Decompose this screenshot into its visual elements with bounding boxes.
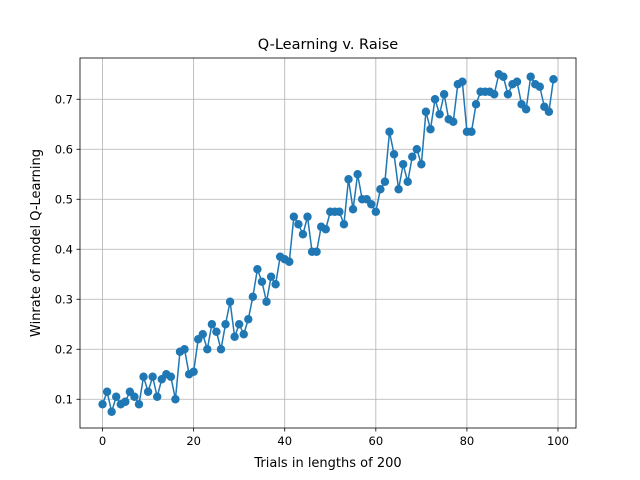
data-point	[230, 332, 239, 341]
data-point	[266, 272, 276, 281]
data-point	[376, 185, 385, 194]
y-tick-label: 0.2	[55, 342, 73, 356]
x-tick-label: 20	[186, 434, 201, 448]
x-tick-label: 80	[460, 434, 475, 448]
data-point	[348, 205, 358, 214]
data-point	[207, 320, 217, 329]
data-point	[112, 392, 121, 401]
data-point	[371, 207, 381, 216]
data-point	[458, 77, 467, 86]
data-point	[408, 152, 417, 161]
data-point	[271, 280, 280, 289]
chart-title: Q-Learning v. Raise	[258, 37, 399, 53]
data-series	[98, 70, 558, 416]
data-point	[335, 207, 344, 216]
data-point	[499, 72, 508, 81]
x-tick-label: 40	[277, 434, 292, 448]
data-point	[367, 200, 376, 209]
data-point	[503, 90, 513, 99]
data-point	[389, 150, 399, 159]
y-tick-label: 0.5	[55, 192, 73, 206]
series-line	[101, 73, 555, 413]
data-point	[353, 170, 362, 179]
data-point	[289, 212, 299, 221]
data-point	[544, 107, 554, 116]
data-point	[221, 320, 230, 329]
data-point	[139, 372, 148, 381]
data-point	[321, 225, 330, 234]
data-point	[212, 327, 221, 336]
data-point	[526, 72, 535, 81]
data-point	[303, 212, 312, 221]
grid-lines	[80, 58, 576, 428]
plot-area-frame	[79, 57, 577, 429]
data-point	[339, 220, 349, 229]
data-point	[471, 100, 481, 109]
y-tick-label: 0.4	[55, 242, 73, 256]
data-point	[467, 127, 476, 136]
data-point	[426, 125, 435, 134]
x-tick-label: 100	[547, 434, 569, 448]
data-point	[512, 77, 522, 86]
data-point	[490, 90, 499, 99]
y-tick-label: 0.6	[55, 142, 73, 156]
data-point	[102, 387, 112, 396]
data-point	[421, 107, 431, 116]
data-point	[285, 257, 294, 266]
data-point	[380, 177, 390, 186]
data-point	[166, 372, 176, 381]
data-point	[403, 177, 412, 186]
data-point	[549, 75, 558, 84]
data-point	[203, 345, 212, 354]
x-tick-label: 60	[369, 434, 384, 448]
data-point	[121, 397, 130, 406]
data-point	[412, 145, 422, 154]
y-tick-label: 0.3	[55, 292, 73, 306]
data-point	[143, 387, 153, 396]
data-point	[385, 127, 394, 136]
data-point	[198, 330, 207, 339]
data-point	[248, 292, 258, 301]
axis-ticks: 0 20 40 60 80 100 0.1 0.2 0.3 0.4 0.5 0.6 0.7	[55, 92, 569, 448]
data-point	[394, 185, 403, 194]
data-point	[298, 230, 308, 239]
data-point	[435, 110, 444, 119]
data-point	[417, 160, 426, 169]
data-point	[171, 395, 180, 404]
data-point	[535, 82, 544, 91]
data-point	[98, 400, 107, 409]
data-point	[344, 175, 353, 184]
x-tick-label: 0	[99, 434, 106, 448]
data-point	[134, 400, 144, 409]
data-point	[257, 277, 267, 286]
data-point	[180, 345, 189, 354]
data-point	[253, 265, 262, 274]
y-tick-label: 0.7	[55, 92, 73, 106]
data-point	[225, 297, 235, 306]
x-axis-label: Trials in lengths of 200	[253, 456, 401, 471]
data-point	[521, 105, 531, 114]
data-point	[130, 392, 139, 401]
data-point	[148, 372, 157, 381]
data-point	[430, 95, 440, 104]
data-point	[449, 117, 458, 126]
data-point	[153, 392, 162, 401]
data-point	[216, 345, 226, 354]
data-point	[398, 160, 408, 169]
data-point	[312, 247, 321, 256]
data-point	[294, 220, 303, 229]
plot-area-background	[80, 58, 576, 428]
data-point	[239, 330, 248, 339]
y-tick-label: 0.1	[55, 392, 73, 406]
data-point	[244, 315, 253, 324]
data-point	[107, 407, 116, 416]
data-point	[189, 367, 198, 376]
data-point	[439, 90, 449, 99]
data-point	[262, 297, 271, 306]
y-axis-label: Winrate of model Q-Learning	[29, 149, 44, 337]
data-point	[234, 320, 244, 329]
